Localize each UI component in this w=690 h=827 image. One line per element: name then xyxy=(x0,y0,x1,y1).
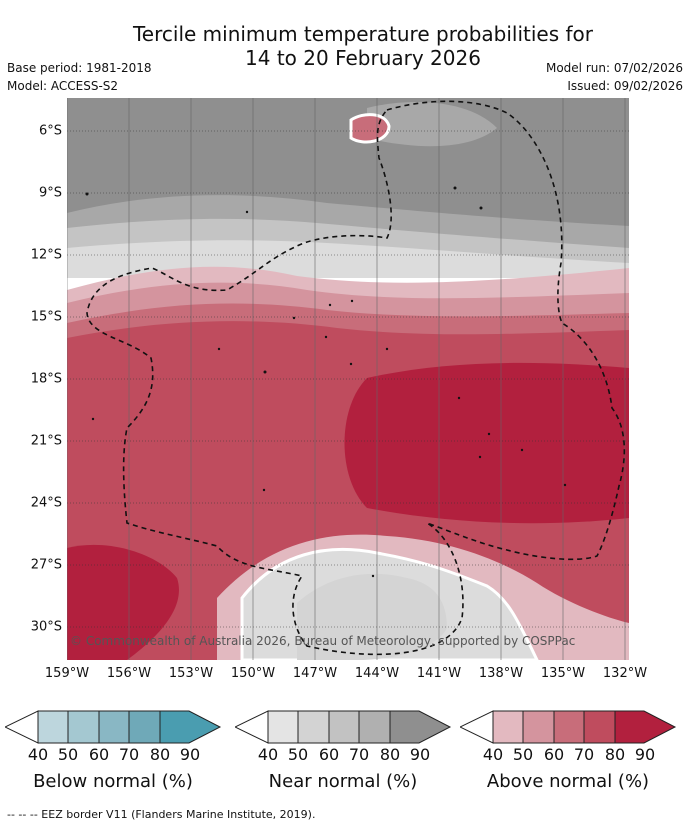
colorbar-tick: 60 xyxy=(88,745,110,764)
colorbar-tick: 90 xyxy=(634,745,656,764)
lat-label: 15°S xyxy=(30,309,62,325)
lon-label: 153°W xyxy=(168,666,214,681)
above-normal-90-band xyxy=(344,362,629,524)
lat-label: 6°S xyxy=(38,123,62,139)
below-normal-title: Below normal (%) xyxy=(33,771,193,792)
meta-right: Model run: 07/02/2026 Issued: 09/02/2026 xyxy=(546,59,683,95)
above-normal-90-southwest xyxy=(67,544,179,660)
title-line-1: Tercile minimum temperature probabilitie… xyxy=(132,22,594,46)
meta-left: Base period: 1981-2018 Model: ACCESS-S2 xyxy=(7,59,152,95)
colorbar-tick: 60 xyxy=(318,745,340,764)
issued-date: Issued: 09/02/2026 xyxy=(567,79,683,93)
near-normal-colorbar xyxy=(235,710,452,744)
colorbar-tick: 40 xyxy=(482,745,504,764)
southern-inner-region xyxy=(297,573,447,660)
near-normal-60-north-patch xyxy=(367,102,497,147)
map-title: Tercile minimum temperature probabilitie… xyxy=(0,22,690,70)
lon-label: 135°W xyxy=(540,666,586,681)
colorbar-tick: 90 xyxy=(179,745,201,764)
model-name: Model: ACCESS-S2 xyxy=(7,79,119,93)
colorbar-tick: 40 xyxy=(27,745,49,764)
eez-border-french-polynesia xyxy=(86,100,626,656)
lon-label: 138°W xyxy=(478,666,524,681)
lat-label: 24°S xyxy=(30,495,62,511)
island-dots xyxy=(85,186,567,578)
above-normal-north-patch xyxy=(349,113,391,144)
colorbar-tick: 80 xyxy=(604,745,626,764)
lon-label: 156°W xyxy=(106,666,152,681)
colorbar-tick: 60 xyxy=(543,745,565,764)
above-normal-colorbar xyxy=(460,710,677,744)
colorbar-tick: 50 xyxy=(512,745,534,764)
lat-label: 30°S xyxy=(30,619,62,635)
near-normal-title: Near normal (%) xyxy=(268,771,418,792)
colorbar-tick: 70 xyxy=(573,745,595,764)
colorbar-tick: 80 xyxy=(379,745,401,764)
copyright-notice: © Commonwealth of Australia 2026, Bureau… xyxy=(70,634,576,648)
eez-footer-note: -- -- -- EEZ border V11 (Flanders Marine… xyxy=(7,808,316,821)
base-period: Base period: 1981-2018 xyxy=(7,61,152,75)
lon-label: 141°W xyxy=(416,666,462,681)
colorbar-tick: 40 xyxy=(257,745,279,764)
colorbar-tick: 90 xyxy=(409,745,431,764)
lat-label: 12°S xyxy=(30,247,62,263)
grid-lines xyxy=(67,130,629,628)
lat-label: 27°S xyxy=(30,557,62,573)
lon-label: 147°W xyxy=(292,666,338,681)
model-run: Model run: 07/02/2026 xyxy=(545,61,683,75)
lat-label: 9°S xyxy=(38,185,62,201)
probability-map xyxy=(67,98,629,660)
meridian-lines xyxy=(67,98,626,660)
colorbar-tick: 50 xyxy=(287,745,309,764)
colorbar-tick: 70 xyxy=(118,745,140,764)
title-line-2: 14 to 20 February 2026 xyxy=(245,46,481,70)
lon-label: 150°W xyxy=(230,666,276,681)
lat-label: 18°S xyxy=(30,371,62,387)
lon-label: 159°W xyxy=(44,666,90,681)
lon-label: 132°W xyxy=(602,666,648,681)
colorbar-tick: 80 xyxy=(149,745,171,764)
lon-label: 144°W xyxy=(354,666,400,681)
colorbar-tick: 50 xyxy=(57,745,79,764)
below-normal-colorbar xyxy=(5,710,222,744)
colorbar-tick: 70 xyxy=(348,745,370,764)
above-normal-title: Above normal (%) xyxy=(486,771,650,792)
lat-label: 21°S xyxy=(30,433,62,449)
